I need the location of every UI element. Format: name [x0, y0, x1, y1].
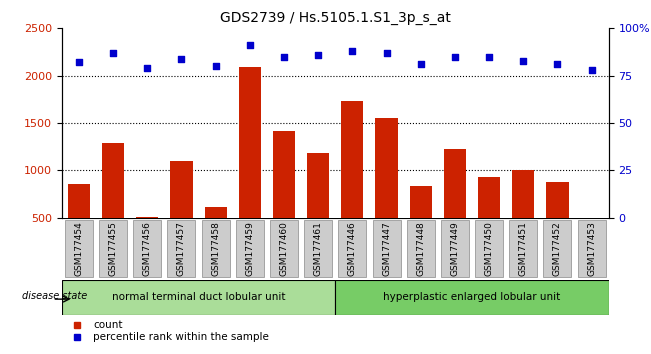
FancyBboxPatch shape: [304, 220, 332, 277]
FancyBboxPatch shape: [236, 220, 264, 277]
Text: GSM177457: GSM177457: [177, 221, 186, 276]
FancyBboxPatch shape: [202, 220, 230, 277]
Bar: [68, 184, 90, 218]
Text: GSM177458: GSM177458: [211, 221, 220, 276]
Point: [552, 62, 562, 67]
Text: hyperplastic enlarged lobular unit: hyperplastic enlarged lobular unit: [383, 292, 561, 302]
FancyBboxPatch shape: [133, 220, 161, 277]
Bar: [136, 217, 158, 218]
FancyBboxPatch shape: [544, 220, 572, 277]
Text: GSM177452: GSM177452: [553, 221, 562, 276]
Bar: [512, 170, 534, 218]
Text: GSM177446: GSM177446: [348, 221, 357, 276]
Point: [74, 59, 84, 65]
Text: GSM177461: GSM177461: [314, 221, 323, 276]
Text: GSM177450: GSM177450: [484, 221, 493, 276]
Bar: [546, 182, 568, 218]
Title: GDS2739 / Hs.5105.1.S1_3p_s_at: GDS2739 / Hs.5105.1.S1_3p_s_at: [220, 11, 450, 24]
Bar: [376, 118, 398, 218]
FancyBboxPatch shape: [167, 220, 195, 277]
Point: [381, 50, 392, 56]
Point: [176, 56, 187, 62]
Bar: [204, 207, 227, 218]
FancyBboxPatch shape: [270, 220, 298, 277]
Bar: [171, 161, 193, 218]
Bar: [409, 185, 432, 218]
FancyBboxPatch shape: [577, 220, 605, 277]
Bar: [239, 67, 261, 218]
Point: [142, 65, 152, 71]
Point: [313, 52, 324, 58]
Text: GSM177448: GSM177448: [416, 221, 425, 276]
Text: GSM177447: GSM177447: [382, 221, 391, 276]
FancyBboxPatch shape: [99, 220, 127, 277]
Bar: [102, 143, 124, 218]
Text: GSM177455: GSM177455: [109, 221, 118, 276]
Point: [210, 63, 221, 69]
Bar: [444, 149, 466, 218]
Text: disease state: disease state: [22, 291, 88, 301]
Point: [108, 50, 118, 56]
Point: [347, 48, 357, 54]
Text: GSM177451: GSM177451: [519, 221, 528, 276]
Bar: [273, 131, 295, 218]
FancyBboxPatch shape: [65, 220, 93, 277]
Text: GSM177459: GSM177459: [245, 221, 255, 276]
Text: GSM177456: GSM177456: [143, 221, 152, 276]
FancyBboxPatch shape: [441, 220, 469, 277]
Text: GSM177449: GSM177449: [450, 221, 460, 276]
Point: [484, 54, 494, 59]
Legend: count, percentile rank within the sample: count, percentile rank within the sample: [67, 320, 269, 342]
FancyBboxPatch shape: [372, 220, 400, 277]
Point: [518, 58, 529, 63]
Bar: [478, 177, 500, 218]
Point: [450, 54, 460, 59]
FancyBboxPatch shape: [509, 220, 537, 277]
Point: [245, 42, 255, 48]
Text: GSM177460: GSM177460: [279, 221, 288, 276]
Bar: [581, 218, 603, 219]
Text: GSM177453: GSM177453: [587, 221, 596, 276]
Text: normal terminal duct lobular unit: normal terminal duct lobular unit: [112, 292, 285, 302]
FancyBboxPatch shape: [475, 220, 503, 277]
FancyBboxPatch shape: [339, 220, 367, 277]
Text: GSM177454: GSM177454: [74, 221, 83, 276]
Point: [279, 54, 289, 59]
FancyBboxPatch shape: [62, 280, 335, 315]
Bar: [341, 101, 363, 218]
Bar: [307, 153, 329, 218]
FancyBboxPatch shape: [335, 280, 609, 315]
Point: [587, 67, 597, 73]
Point: [415, 62, 426, 67]
FancyBboxPatch shape: [407, 220, 435, 277]
